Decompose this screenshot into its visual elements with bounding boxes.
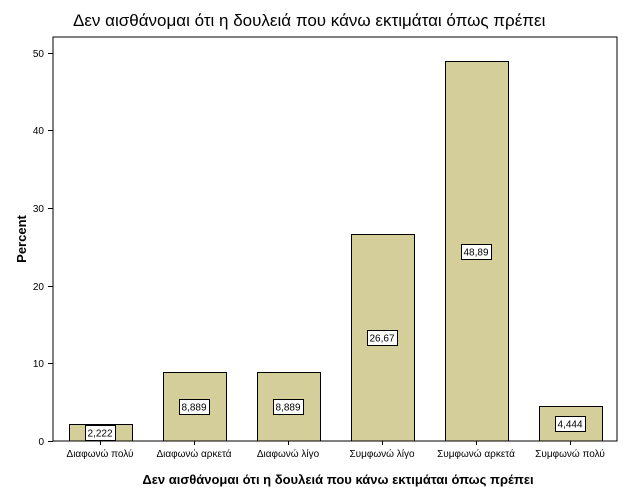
y-tick-label: 0 (38, 437, 44, 448)
y-tick-label: 10 (33, 359, 45, 370)
x-tick-label: Διαφωνώ λίγο (257, 448, 320, 460)
data-labels-group: 2,222 8,889 8,889 26,67 48,89 4,444 (85, 244, 586, 441)
data-label-box (555, 416, 586, 432)
data-label: 8,889 (181, 403, 206, 414)
x-tick-label: Συμφωνώ πολύ (535, 448, 605, 460)
data-label-box (85, 425, 116, 441)
bars-group (69, 61, 603, 442)
x-tick-label: Συμφωνώ λίγο (349, 448, 415, 460)
chart-title: Δεν αισθάνομαι ότι η δουλειά που κάνω εκ… (73, 11, 546, 30)
y-axis-title: Percent (14, 214, 29, 262)
data-label: 26,67 (369, 334, 394, 345)
plot-frame (52, 36, 618, 442)
data-label-box (273, 399, 304, 415)
x-axis: Διαφωνώ πολύ Διαφωνώ αρκετά Διαφωνώ λίγο Συ… (67, 441, 605, 460)
y-tick-label: 40 (33, 126, 45, 137)
data-label: 8,889 (275, 403, 300, 414)
x-axis-title: Δεν αισθάνομαι ότι η δουλειά που κάνω εκ… (142, 472, 534, 487)
y-axis: 0 10 20 30 40 50 (33, 49, 53, 448)
data-label-box (461, 244, 492, 260)
x-tick-label: Διαφωνώ αρκετά (156, 448, 231, 460)
y-tick-label: 50 (33, 49, 45, 60)
x-tick-label: Συμφωνώ αρκετά (437, 448, 515, 460)
x-tick-label: Διαφωνώ πολύ (67, 448, 134, 460)
data-label: 48,89 (463, 248, 488, 259)
y-tick-label: 20 (33, 282, 45, 293)
data-label: 2,222 (87, 429, 112, 440)
data-label-box (367, 330, 398, 346)
data-label-box (179, 399, 210, 415)
plot-area (52, 36, 618, 442)
data-label: 4,444 (557, 420, 582, 431)
y-tick-label: 30 (33, 204, 45, 215)
